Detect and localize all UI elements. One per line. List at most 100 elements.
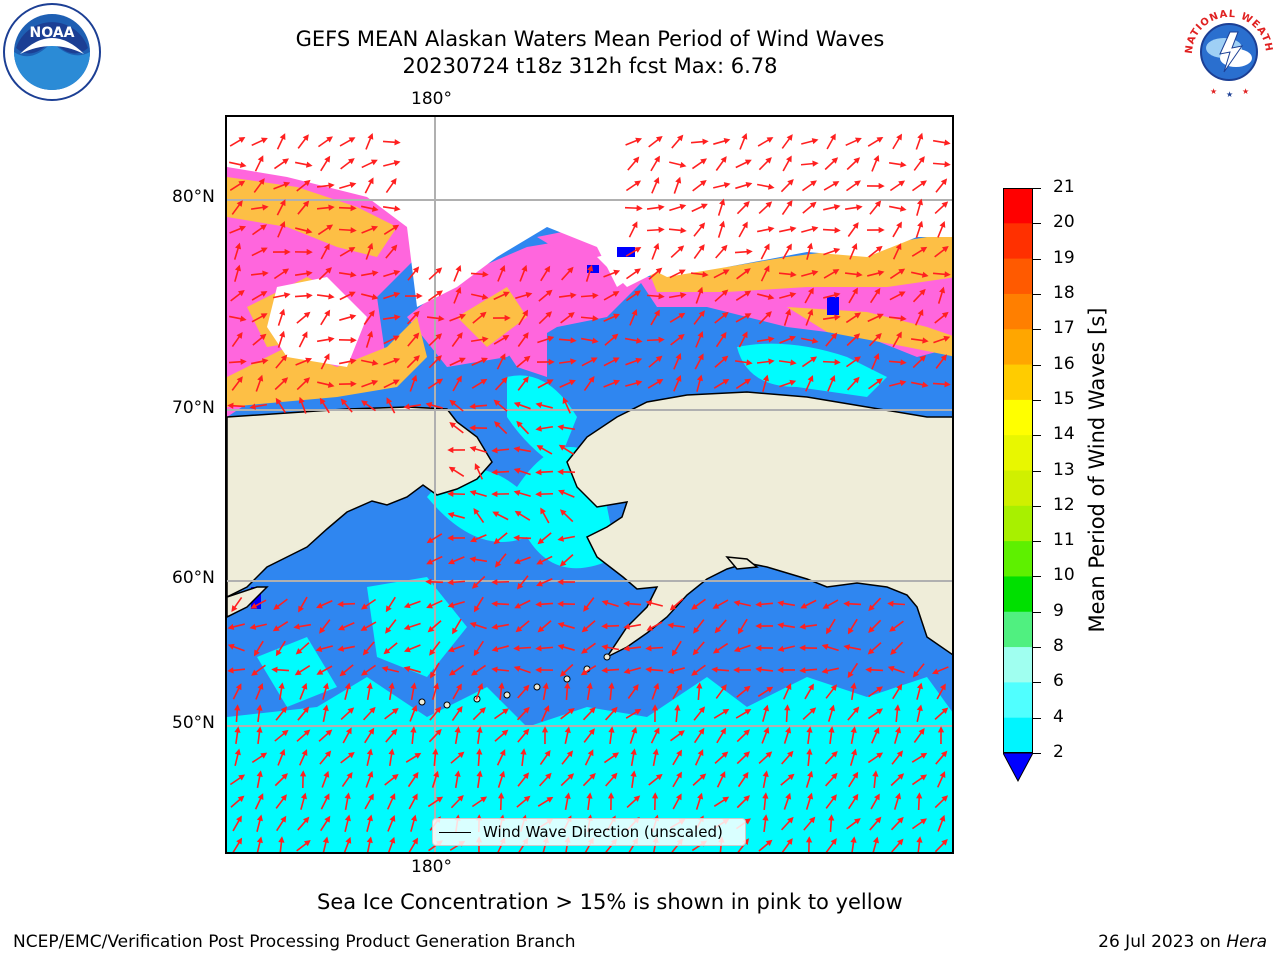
wind-wave-arrow-head (257, 682, 264, 690)
wind-wave-arrow-head (762, 704, 769, 712)
wind-wave-arrow-head (697, 330, 704, 338)
wind-wave-arrow-head (305, 227, 313, 234)
wind-wave-arrow-head (743, 200, 750, 208)
wind-wave-arrow-head (601, 599, 609, 606)
wind-wave-arrow-head (787, 179, 794, 186)
wind-wave-arrow-head (876, 752, 884, 759)
wind-wave-arrow-head (850, 836, 857, 843)
wind-wave-arrow-head (786, 199, 793, 207)
wind-wave-arrow-head (587, 264, 594, 272)
wind-wave-arrow-head (876, 708, 884, 715)
wind-wave-arrow-head (567, 312, 575, 319)
wind-wave-arrow-head (521, 264, 528, 272)
wind-wave-arrow-head (411, 704, 418, 712)
wind-wave-arrow-head (491, 469, 498, 476)
wind-wave-arrow-head (367, 770, 374, 778)
wind-wave-arrow-head (762, 374, 769, 382)
wind-wave-arrow-head (557, 643, 565, 651)
wind-wave-arrow-head (403, 602, 411, 609)
wind-wave-arrow-head (631, 221, 638, 229)
wind-wave-arrow-head (480, 378, 488, 385)
map-legend: Wind Wave Direction (unscaled) (432, 818, 746, 846)
wind-wave-arrow-head (403, 665, 411, 672)
wind-wave-arrow-head (831, 157, 839, 164)
wind-wave-arrow-head (301, 682, 308, 690)
wind-wave-arrow-head (944, 381, 951, 388)
wind-wave-arrow-head (436, 378, 444, 385)
wind-wave-arrow-head (279, 199, 286, 207)
wind-wave-arrow-head (721, 289, 729, 296)
wind-wave-arrow-head (493, 537, 501, 545)
wind-wave-arrow-head (260, 224, 267, 231)
wind-wave-arrow-head (601, 644, 609, 651)
colorbar-band (1003, 717, 1033, 754)
wind-wave-arrow-head (874, 200, 882, 208)
wind-wave-arrow-head (767, 183, 775, 190)
wind-wave-arrow-head (452, 627, 458, 635)
wind-wave-arrow-head (456, 375, 462, 383)
wind-wave-arrow-head (789, 379, 797, 386)
wind-wave-arrow-head (940, 683, 946, 691)
wind-wave-arrow-head (361, 669, 368, 676)
wind-wave-arrow-head (612, 752, 620, 759)
wind-wave-arrow-head (789, 335, 797, 342)
wind-wave-arrow-head (435, 333, 443, 340)
wind-wave-arrow-head (899, 205, 907, 212)
colorbar-outline (1003, 188, 1033, 753)
wind-wave-arrow-head (833, 292, 841, 299)
wind-wave-arrow-head (305, 161, 313, 168)
wind-wave-arrow-head (328, 336, 335, 343)
wind-wave-arrow-head (697, 286, 704, 294)
wind-wave-arrow-head (777, 666, 784, 674)
wind-wave-arrow-head (868, 626, 875, 633)
wind-wave-arrow-head (544, 749, 551, 757)
wind-wave-arrow-head (271, 666, 278, 673)
wind-wave-arrow-head (808, 816, 816, 824)
wind-wave-arrow-head (306, 248, 313, 256)
wind-wave-arrow-head (557, 468, 564, 476)
wind-wave-arrow-head (256, 770, 263, 778)
wind-wave-arrow-head (675, 375, 682, 382)
wind-wave-arrow-head (678, 730, 685, 737)
wind-wave-arrow-head (279, 308, 286, 316)
wind-wave-arrow-head (337, 601, 344, 608)
graticule (227, 117, 952, 852)
wind-wave-arrow-head (303, 840, 311, 847)
wind-wave-arrow-head (873, 352, 880, 360)
wind-wave-arrow-head (786, 243, 792, 251)
wind-wave-arrow-head (259, 333, 267, 341)
wind-wave-arrow-head (806, 242, 813, 250)
wind-wave-arrow-head (834, 227, 841, 234)
wind-wave-arrow-head (350, 227, 357, 234)
wind-wave-arrow-head (344, 682, 351, 690)
wind-wave-arrow-head (676, 134, 684, 142)
wind-wave-arrow-head (719, 198, 726, 206)
wind-wave-arrow-head (586, 682, 593, 689)
wind-wave-arrow-head (608, 726, 615, 733)
wind-wave-arrow-head (328, 182, 335, 189)
wind-wave-arrow-head (809, 707, 817, 714)
wind-wave-arrow-head (502, 335, 510, 341)
wind-wave-arrow-head (447, 579, 454, 586)
wind-wave-arrow-head (426, 537, 434, 544)
wind-wave-arrow-head (654, 309, 660, 317)
wind-wave-arrow-head (564, 726, 571, 734)
wind-wave-arrow-head (702, 138, 709, 145)
wind-wave-arrow-head (319, 397, 326, 405)
wind-wave-arrow-head (436, 290, 443, 297)
wind-wave-arrow-head (587, 749, 594, 757)
wind-wave-arrow-head (323, 353, 330, 361)
wind-wave-arrow-head (491, 600, 498, 607)
wind-wave-arrow-head (700, 158, 708, 165)
colorbar-extend-arrow (1002, 752, 1034, 783)
wind-wave-arrow-head (238, 136, 246, 143)
wind-wave-arrow-head (916, 198, 923, 206)
wind-wave-arrow-head (469, 621, 477, 628)
legend-line-sample (439, 832, 471, 833)
wind-wave-arrow-head (316, 669, 324, 675)
wind-wave-arrow-head (743, 795, 750, 802)
wind-wave-arrow-head (239, 161, 247, 168)
wind-wave-arrow-head (469, 403, 476, 410)
wind-wave-arrow-head (645, 666, 652, 673)
wind-wave-arrow-head (847, 627, 854, 635)
